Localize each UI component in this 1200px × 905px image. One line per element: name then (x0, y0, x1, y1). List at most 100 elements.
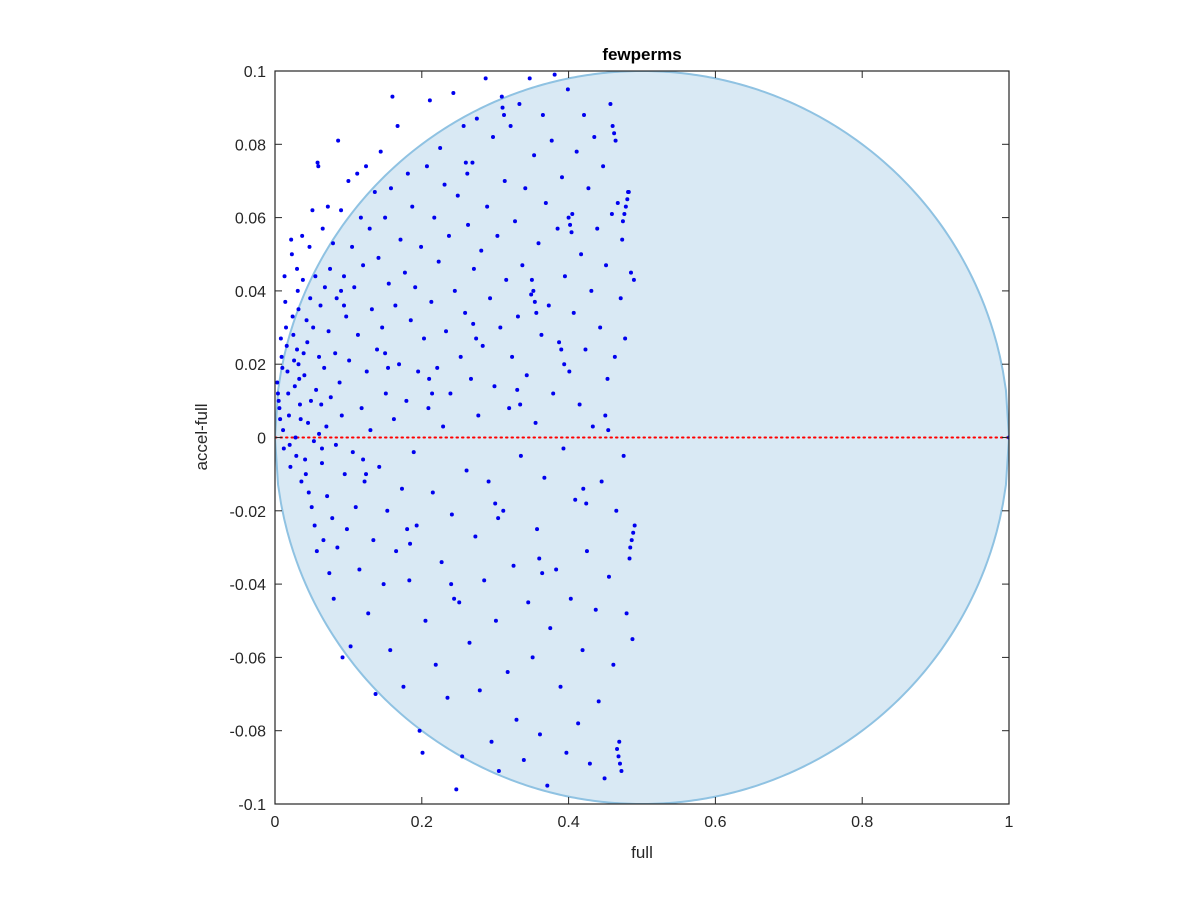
data-point (376, 255, 381, 260)
data-point (554, 567, 559, 572)
data-point (523, 186, 528, 191)
data-point (397, 362, 402, 367)
data-point (282, 274, 287, 279)
data-point (619, 769, 624, 774)
data-point (419, 244, 424, 249)
data-point (545, 783, 550, 788)
data-point (358, 215, 363, 220)
data-point (518, 402, 523, 407)
data-point (378, 149, 383, 154)
data-point (413, 285, 418, 290)
data-point (364, 472, 369, 477)
x-tick-label: 0.8 (851, 814, 873, 831)
data-point (285, 369, 290, 374)
data-point (603, 413, 608, 418)
data-point (292, 358, 297, 363)
data-point (452, 288, 457, 293)
data-point (445, 695, 450, 700)
data-point (361, 263, 366, 268)
data-point (477, 688, 482, 693)
x-tick-label: 0 (271, 814, 280, 831)
data-point (466, 222, 471, 227)
data-point (361, 457, 366, 462)
data-point (463, 310, 468, 315)
data-point (627, 556, 632, 561)
data-point (460, 754, 465, 759)
data-point (625, 197, 630, 202)
data-point (584, 549, 589, 554)
data-point (532, 153, 537, 158)
data-point (357, 567, 362, 572)
data-point (518, 453, 523, 458)
data-point (508, 123, 513, 128)
data-point (288, 464, 293, 469)
data-point (438, 145, 443, 150)
data-point (492, 384, 497, 389)
data-point (372, 189, 377, 194)
data-point (471, 266, 476, 271)
data-point (408, 318, 413, 323)
data-point (276, 398, 281, 403)
data-point (620, 219, 625, 224)
data-point (375, 347, 380, 352)
data-point (308, 296, 313, 301)
data-point (296, 307, 301, 312)
data-point (367, 226, 372, 231)
y-tick-label: 0 (257, 431, 266, 448)
data-point (577, 402, 582, 407)
data-point (348, 644, 353, 649)
data-point (350, 244, 355, 249)
data-point (344, 527, 349, 532)
data-point (347, 358, 352, 363)
data-point (564, 750, 569, 755)
data-point (624, 611, 629, 616)
data-point (551, 391, 556, 396)
feasible-region (275, 71, 1009, 804)
data-point (549, 138, 554, 143)
y-tick-label: -0.06 (230, 650, 267, 667)
data-point (489, 739, 494, 744)
data-point (621, 453, 626, 458)
data-point (474, 116, 479, 121)
data-point (582, 112, 587, 117)
data-point (299, 479, 304, 484)
data-point (473, 534, 478, 539)
tick-labels: 0 0.2 0.4 0.6 0.8 1 -0.1 -0.08 -0.06 -0.04 -0.02 0 0… (230, 64, 1014, 831)
data-point (559, 347, 564, 352)
data-point (333, 351, 338, 356)
data-point (592, 134, 597, 139)
data-point (605, 376, 610, 381)
data-point (537, 556, 542, 561)
data-point (612, 354, 617, 359)
data-point (319, 461, 324, 466)
data-point (502, 112, 507, 117)
x-tick-label: 0.6 (704, 814, 726, 831)
data-point (373, 692, 378, 697)
data-point (327, 571, 332, 576)
data-point (290, 314, 295, 319)
data-point (408, 541, 413, 546)
data-point (335, 545, 340, 550)
data-point (628, 545, 633, 550)
data-point (427, 376, 432, 381)
data-point (524, 373, 529, 378)
data-point (449, 582, 454, 587)
data-point (598, 325, 603, 330)
data-point (331, 596, 336, 601)
data-point (307, 244, 312, 249)
data-point (451, 90, 456, 95)
data-point (586, 186, 591, 191)
data-point (339, 208, 344, 213)
data-point (584, 501, 589, 506)
data-point (559, 175, 564, 180)
x-tick-label: 0.2 (411, 814, 433, 831)
data-point (333, 442, 338, 447)
data-point (325, 204, 330, 209)
data-point (430, 490, 435, 495)
data-point (580, 648, 585, 653)
data-point (536, 241, 541, 246)
data-point (306, 490, 311, 495)
data-point (579, 252, 584, 257)
data-point (608, 101, 613, 106)
data-point (615, 747, 620, 752)
